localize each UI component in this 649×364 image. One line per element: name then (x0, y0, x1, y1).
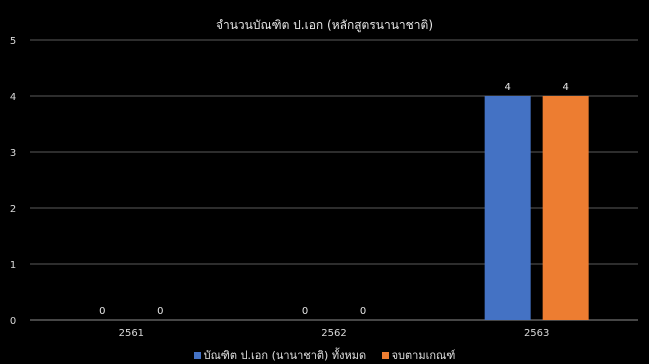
chart-title: จำนวนบัณฑิต ป.เอก (หลักสูตรนานาชาติ) (215, 18, 434, 32)
legend-swatch-total (193, 351, 201, 359)
chart-legend: บัณฑิต ป.เอก (นานาชาติ) ทั้งหมด จบตามเกณ… (0, 346, 649, 364)
legend-item-total: บัณฑิต ป.เอก (นานาชาติ) ทั้งหมด (193, 346, 367, 364)
data-label: 0 (99, 306, 105, 317)
bar (542, 96, 589, 320)
legend-item-on-time: จบตามเกณฑ์ (381, 346, 456, 364)
y-tick-label: 3 (10, 148, 16, 159)
y-tick-label: 5 (10, 36, 16, 47)
data-label: 0 (302, 306, 308, 317)
legend-label-on-time: จบตามเกณฑ์ (391, 349, 456, 362)
y-tick-label: 4 (10, 92, 16, 103)
x-tick-label: 2563 (524, 328, 549, 339)
data-label: 0 (157, 306, 163, 317)
data-label: 4 (504, 82, 510, 93)
legend-swatch-on-time (381, 351, 389, 359)
legend-label-total: บัณฑิต ป.เอก (นานาชาติ) ทั้งหมด (203, 349, 367, 362)
y-tick-label: 1 (10, 260, 16, 271)
x-tick-label: 2561 (119, 328, 144, 339)
x-tick-label: 2562 (321, 328, 346, 339)
bar (484, 96, 531, 320)
data-label: 0 (360, 306, 366, 317)
data-label: 4 (562, 82, 568, 93)
y-tick-label: 0 (10, 316, 16, 327)
y-tick-label: 2 (10, 204, 16, 215)
